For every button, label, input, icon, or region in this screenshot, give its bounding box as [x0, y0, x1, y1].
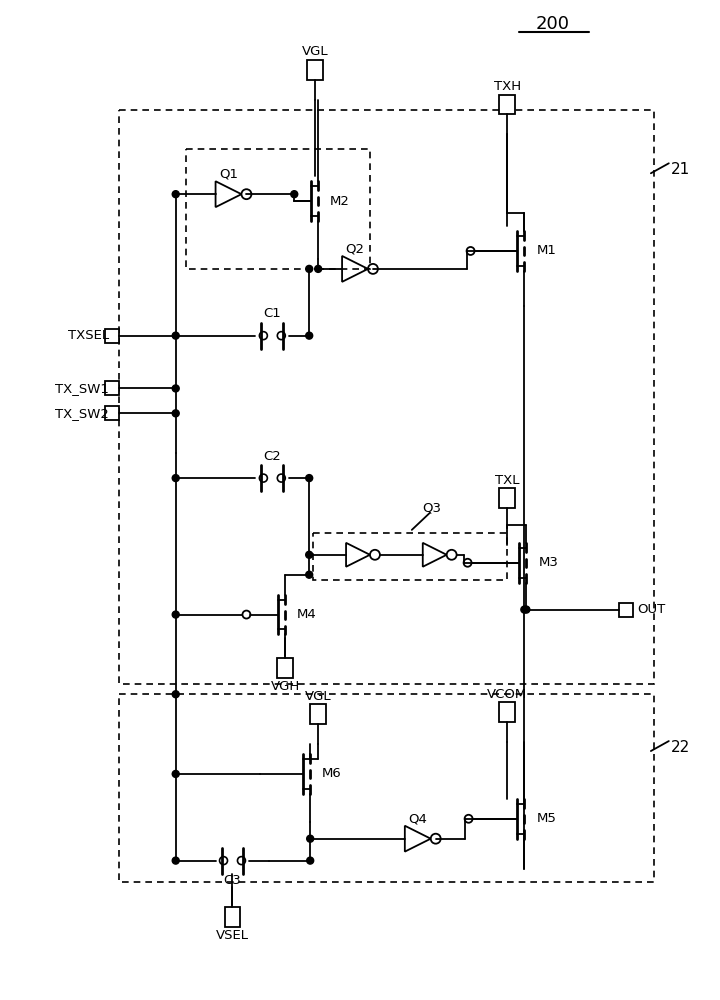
Circle shape	[523, 606, 530, 613]
Circle shape	[315, 265, 322, 272]
Circle shape	[172, 475, 179, 482]
Text: 200: 200	[535, 15, 570, 33]
Circle shape	[521, 606, 528, 613]
Bar	[500, 488, 516, 508]
Text: C1: C1	[264, 307, 282, 320]
Bar	[310, 704, 326, 724]
Circle shape	[307, 835, 314, 842]
Text: Q4: Q4	[408, 812, 427, 825]
Text: M1: M1	[536, 244, 556, 257]
Text: VSEL: VSEL	[216, 929, 249, 942]
Bar	[500, 702, 516, 722]
Circle shape	[172, 385, 179, 392]
Circle shape	[306, 332, 312, 339]
Text: M3: M3	[539, 556, 558, 569]
Circle shape	[291, 191, 298, 198]
Text: VGL: VGL	[302, 45, 328, 58]
Bar	[500, 95, 516, 114]
Text: TXH: TXH	[494, 80, 521, 93]
Text: C2: C2	[264, 450, 282, 463]
Circle shape	[172, 857, 179, 864]
Circle shape	[306, 551, 312, 558]
Circle shape	[306, 571, 312, 578]
Bar	[105, 329, 119, 343]
Bar	[619, 603, 633, 617]
Bar	[119, 694, 654, 882]
Text: M4: M4	[297, 608, 317, 621]
Text: VCOM: VCOM	[487, 688, 528, 701]
Text: VGH: VGH	[271, 680, 300, 693]
Text: M6: M6	[322, 767, 342, 780]
Bar	[186, 149, 370, 269]
Circle shape	[172, 191, 179, 198]
Text: TX_SW2: TX_SW2	[55, 407, 109, 420]
Text: Q3: Q3	[422, 501, 441, 514]
Text: 22: 22	[671, 740, 690, 755]
Text: Q2: Q2	[346, 242, 364, 255]
Bar	[225, 907, 240, 927]
Text: 21: 21	[671, 162, 690, 177]
Bar	[105, 381, 119, 395]
Bar	[277, 658, 293, 678]
Text: TX_SW1: TX_SW1	[55, 382, 109, 395]
Text: VGL: VGL	[305, 690, 331, 703]
Text: Q1: Q1	[219, 168, 238, 181]
Circle shape	[172, 332, 179, 339]
Circle shape	[172, 691, 179, 698]
Bar	[105, 406, 119, 420]
Circle shape	[172, 410, 179, 417]
Circle shape	[172, 770, 179, 777]
Circle shape	[307, 857, 314, 864]
Text: OUT: OUT	[637, 603, 665, 616]
Circle shape	[172, 611, 179, 618]
Bar	[307, 60, 323, 80]
Circle shape	[306, 475, 312, 482]
Text: M5: M5	[536, 812, 556, 825]
Bar	[313, 533, 508, 580]
Circle shape	[306, 265, 312, 272]
Bar	[119, 110, 654, 684]
Text: M2: M2	[330, 195, 350, 208]
Text: C3: C3	[224, 874, 241, 887]
Text: TXSEL: TXSEL	[68, 329, 109, 342]
Text: TXL: TXL	[495, 474, 520, 487]
